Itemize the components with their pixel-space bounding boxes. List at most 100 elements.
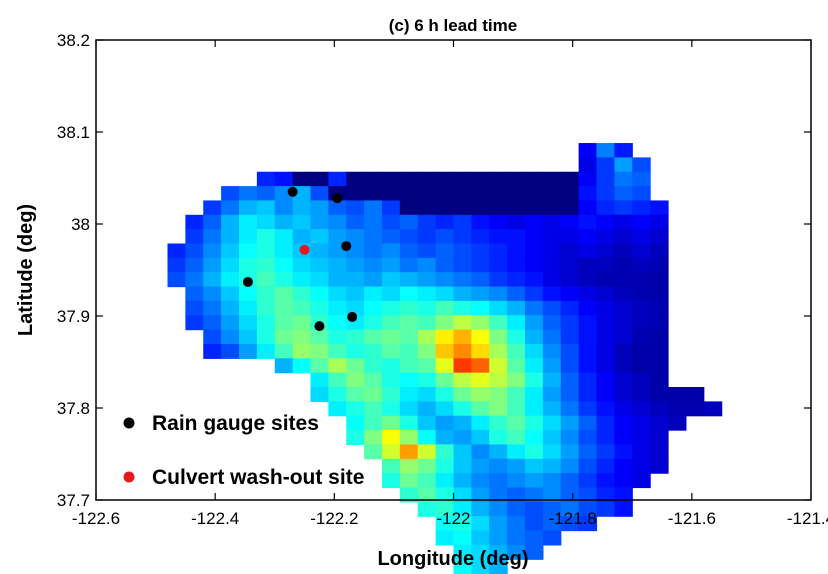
heatmap-cell xyxy=(399,372,419,388)
heatmap-cell xyxy=(453,214,472,230)
heatmap-cell xyxy=(274,257,294,273)
heatmap-cell xyxy=(256,171,276,187)
heatmap-cell xyxy=(453,516,472,532)
heatmap-cell xyxy=(525,272,544,288)
heatmap-cell xyxy=(489,458,508,474)
heatmap-cell xyxy=(292,272,312,288)
heatmap-cell xyxy=(542,430,562,446)
heatmap-cell xyxy=(596,214,615,230)
heatmap-cell xyxy=(489,430,508,446)
heatmap-cell xyxy=(525,387,544,402)
heatmap-cell xyxy=(596,329,615,345)
heatmap-cell xyxy=(471,559,490,574)
heatmap-cell xyxy=(221,243,240,259)
heatmap-cell xyxy=(417,214,437,230)
heatmap-cell xyxy=(650,329,669,345)
heatmap-cell xyxy=(489,243,508,259)
heatmap-cell xyxy=(328,272,347,288)
heatmap-cell xyxy=(507,415,526,431)
heatmap-cell xyxy=(596,200,615,216)
heatmap-cell xyxy=(578,171,598,187)
heatmap-cell xyxy=(346,358,365,374)
heatmap-cell xyxy=(525,229,544,245)
heatmap-cell xyxy=(453,544,472,560)
heatmap-cell xyxy=(453,343,472,359)
heatmap-cell xyxy=(167,272,186,288)
heatmap-cell xyxy=(399,473,419,489)
heatmap-cell xyxy=(239,229,258,245)
heatmap-cell xyxy=(328,329,347,345)
heatmap-cell xyxy=(542,171,562,187)
heatmap-cell xyxy=(650,243,669,259)
heatmap-cell xyxy=(399,487,419,503)
heatmap-cell xyxy=(310,300,329,316)
heatmap-cell xyxy=(382,200,401,216)
heatmap-cell xyxy=(203,257,222,273)
heatmap-cell xyxy=(489,559,508,574)
heatmap-cell xyxy=(185,272,204,288)
heatmap-cell xyxy=(632,229,651,245)
y-tick-label: 37.8 xyxy=(57,399,90,418)
heatmap-cell xyxy=(328,200,347,216)
heatmap-cell xyxy=(399,315,419,331)
heatmap-cell xyxy=(399,358,419,374)
heatmap-cell xyxy=(525,286,544,302)
heatmap-cell xyxy=(310,372,329,388)
heatmap-cell xyxy=(471,229,490,245)
heatmap-cell xyxy=(364,315,383,331)
heatmap-cell xyxy=(453,401,472,417)
y-tick-label: 38 xyxy=(71,215,90,234)
heatmap-cell xyxy=(596,430,615,446)
heatmap-cell xyxy=(346,387,365,402)
heatmap-cell xyxy=(382,286,401,302)
heatmap-cell xyxy=(489,257,508,273)
heatmap-cell xyxy=(292,229,312,245)
heatmap-cell xyxy=(632,200,651,216)
heatmap-cell xyxy=(185,315,204,331)
heatmap-cell xyxy=(274,329,294,345)
heatmap-cell xyxy=(364,286,383,302)
site-markers xyxy=(242,186,358,332)
heatmap-cell xyxy=(632,157,651,173)
heatmap-cell xyxy=(542,243,562,259)
heatmap-cell xyxy=(507,516,526,532)
heatmap-cell xyxy=(364,343,383,359)
heatmap-cell xyxy=(650,257,669,273)
rain-gauge-site-marker xyxy=(242,276,253,287)
heatmap-cell xyxy=(560,243,580,259)
heatmap-cell xyxy=(453,487,472,503)
heatmap-cell xyxy=(399,214,419,230)
heatmap-cell xyxy=(489,473,508,489)
heatmap-cell xyxy=(471,329,490,345)
heatmap-cell xyxy=(542,300,562,316)
heatmap-cell xyxy=(274,300,294,316)
heatmap-cell xyxy=(578,372,598,388)
heatmap-cell xyxy=(578,329,598,345)
heatmap-cell xyxy=(614,214,633,230)
heatmap-cell xyxy=(614,358,633,374)
heatmap-cell xyxy=(346,171,365,187)
heatmap-cell xyxy=(274,229,294,245)
heatmap-cell xyxy=(507,171,526,187)
heatmap-cell xyxy=(274,358,294,374)
heatmap-cell xyxy=(435,315,455,331)
heatmap-cell xyxy=(632,387,651,402)
heatmap-cell xyxy=(203,343,222,359)
heatmap-cell xyxy=(596,300,615,316)
heatmap-cell xyxy=(203,214,222,230)
heatmap-cell xyxy=(471,186,490,202)
heatmap-cell xyxy=(256,300,276,316)
heatmap-cell xyxy=(596,444,615,460)
heatmap-cell xyxy=(507,530,526,546)
heatmap-cell xyxy=(578,444,598,460)
heatmap-cell xyxy=(489,358,508,374)
heatmap-cell xyxy=(632,272,651,288)
heatmap-cell xyxy=(382,214,401,230)
heatmap-cell xyxy=(614,473,633,489)
heatmap-cell xyxy=(382,300,401,316)
heatmap-cell xyxy=(346,430,365,446)
heatmap-cell xyxy=(328,171,347,187)
heatmap-cell xyxy=(239,257,258,273)
heatmap-cell xyxy=(435,430,455,446)
heatmap-cell xyxy=(614,401,633,417)
